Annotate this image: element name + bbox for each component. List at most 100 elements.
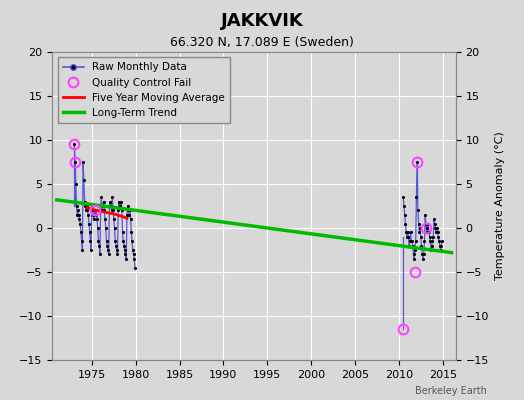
Point (97, 194, 105, 200)
Point (104, 247, 112, 253)
Point (103, 242, 112, 249)
Point (413, 159, 421, 165)
Point (83, 203, 91, 209)
Point (106, 198, 114, 205)
Point (112, 242, 120, 249)
Point (99, 203, 107, 209)
Point (429, 234, 438, 240)
Point (120, 242, 128, 249)
Point (436, 247, 445, 253)
Point (432, 229, 440, 236)
Point (73, 212, 81, 218)
Point (425, 234, 434, 240)
Point (418, 251, 427, 258)
Point (71, 159, 79, 165)
Point (118, 207, 126, 214)
Point (80, 176, 88, 183)
Point (427, 247, 435, 253)
Point (72, 203, 81, 209)
Point (129, 251, 138, 258)
Point (76, 220, 84, 227)
Point (98, 207, 106, 214)
Point (89, 207, 97, 214)
Point (114, 207, 123, 214)
Point (125, 212, 133, 218)
Point (79, 159, 88, 165)
Point (406, 238, 414, 244)
Point (128, 247, 137, 253)
Point (85, 229, 94, 236)
Point (107, 203, 115, 209)
Point (433, 229, 442, 236)
Point (113, 251, 122, 258)
Point (90, 216, 99, 222)
Point (85, 220, 93, 227)
Point (406, 229, 414, 236)
Point (412, 194, 421, 200)
Point (104, 251, 113, 258)
Point (426, 238, 434, 244)
Point (408, 238, 416, 244)
Point (111, 225, 119, 231)
Point (115, 198, 123, 205)
Point (434, 234, 443, 240)
Point (100, 198, 108, 205)
Point (74, 212, 83, 218)
Point (130, 256, 138, 262)
Point (86, 238, 94, 244)
Point (121, 247, 129, 253)
Point (421, 212, 429, 218)
Point (414, 207, 422, 214)
Point (422, 229, 431, 236)
Point (428, 242, 436, 249)
Point (420, 238, 429, 244)
Point (409, 251, 418, 258)
Point (84, 212, 92, 218)
Point (95, 242, 103, 249)
Point (417, 242, 425, 249)
Point (401, 220, 410, 227)
Point (109, 207, 117, 214)
Point (96, 251, 104, 258)
Point (115, 203, 124, 209)
Point (93, 216, 101, 222)
Point (94, 238, 103, 244)
Point (74, 207, 82, 214)
Point (118, 229, 127, 236)
Point (430, 216, 438, 222)
Point (438, 238, 446, 244)
Point (70, 141, 79, 148)
Point (75, 216, 84, 222)
Point (89, 212, 97, 218)
Point (423, 225, 432, 231)
Point (424, 220, 432, 227)
Point (404, 234, 412, 240)
Point (415, 229, 423, 236)
Point (400, 212, 409, 218)
Text: JAKKVIK: JAKKVIK (221, 12, 303, 30)
Point (431, 225, 440, 231)
Point (416, 225, 424, 231)
Point (124, 207, 133, 214)
Point (81, 203, 90, 209)
Point (437, 242, 445, 249)
Point (102, 238, 111, 244)
Point (399, 194, 408, 200)
Point (405, 242, 413, 249)
Text: 66.320 N, 17.089 E (Sweden): 66.320 N, 17.089 E (Sweden) (170, 36, 354, 49)
Point (407, 238, 416, 244)
Point (127, 229, 136, 236)
Y-axis label: Temperature Anomaly (°C): Temperature Anomaly (°C) (495, 132, 505, 280)
Text: Berkeley Earth: Berkeley Earth (416, 386, 487, 396)
Point (87, 247, 95, 253)
Point (110, 216, 118, 222)
Point (435, 238, 443, 244)
Legend: Raw Monthly Data, Quality Control Fail, Five Year Moving Average, Long-Term Tren: Raw Monthly Data, Quality Control Fail, … (58, 57, 230, 123)
Point (400, 203, 408, 209)
Point (428, 238, 436, 244)
Point (403, 229, 412, 236)
Point (124, 203, 132, 209)
Point (92, 207, 101, 214)
Point (119, 238, 127, 244)
Point (105, 203, 114, 209)
